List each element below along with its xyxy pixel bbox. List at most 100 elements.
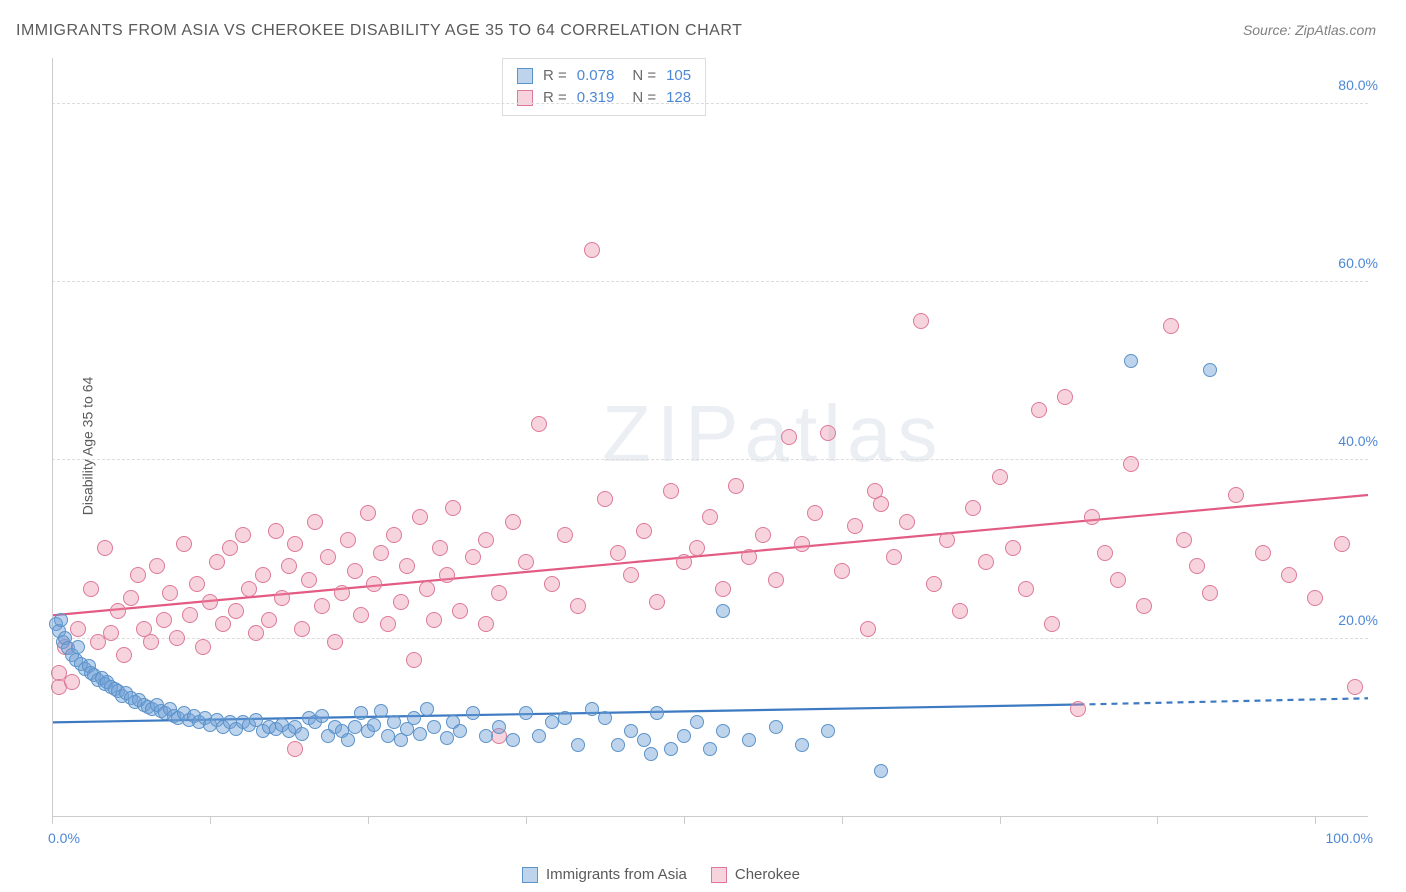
legend-item: Cherokee bbox=[711, 866, 800, 883]
pink-point bbox=[110, 603, 126, 619]
pink-point bbox=[1281, 567, 1297, 583]
x-tick-mark bbox=[210, 816, 211, 824]
pink-point bbox=[702, 509, 718, 525]
stats-legend: R =0.078N =105R =0.319N =128 bbox=[502, 58, 706, 116]
blue-point bbox=[769, 720, 783, 734]
pink-point bbox=[70, 621, 86, 637]
x-tick-mark bbox=[1315, 816, 1316, 824]
pink-point bbox=[412, 509, 428, 525]
pink-point bbox=[399, 558, 415, 574]
gridline bbox=[52, 459, 1368, 460]
pink-point bbox=[965, 500, 981, 516]
pink-point bbox=[847, 518, 863, 534]
x-tick-mark bbox=[842, 816, 843, 824]
source-name: ZipAtlas.com bbox=[1295, 22, 1376, 38]
pink-point bbox=[491, 585, 507, 601]
pink-point bbox=[1176, 532, 1192, 548]
pink-point bbox=[676, 554, 692, 570]
blue-point bbox=[874, 764, 888, 778]
blue-point bbox=[54, 613, 68, 627]
pink-point bbox=[64, 674, 80, 690]
stats-row: R =0.078N =105 bbox=[517, 65, 691, 87]
pink-point bbox=[557, 527, 573, 543]
pink-point bbox=[366, 576, 382, 592]
pink-point bbox=[623, 567, 639, 583]
x-tick-mark bbox=[1000, 816, 1001, 824]
pink-point bbox=[952, 603, 968, 619]
x-tick-mark bbox=[684, 816, 685, 824]
pink-point bbox=[465, 549, 481, 565]
pink-point bbox=[149, 558, 165, 574]
x-tick-label: 0.0% bbox=[48, 830, 80, 846]
pink-point bbox=[1136, 598, 1152, 614]
pink-point bbox=[176, 536, 192, 552]
pink-point bbox=[1018, 581, 1034, 597]
pink-point bbox=[287, 741, 303, 757]
pink-point bbox=[1347, 679, 1363, 695]
pink-point bbox=[1228, 487, 1244, 503]
pink-point bbox=[781, 429, 797, 445]
pink-point bbox=[926, 576, 942, 592]
blue-point bbox=[341, 733, 355, 747]
legend-item: Immigrants from Asia bbox=[522, 866, 687, 883]
pink-point bbox=[584, 242, 600, 258]
y-tick-label: 80.0% bbox=[1318, 77, 1378, 93]
pink-point bbox=[347, 563, 363, 579]
pink-point bbox=[597, 491, 613, 507]
pink-point bbox=[255, 567, 271, 583]
blue-point bbox=[71, 640, 85, 654]
pink-point bbox=[1070, 701, 1086, 717]
blue-point bbox=[519, 706, 533, 720]
blue-point bbox=[506, 733, 520, 747]
pink-point bbox=[143, 634, 159, 650]
blue-point bbox=[1203, 363, 1217, 377]
blue-point bbox=[440, 731, 454, 745]
pink-point bbox=[1202, 585, 1218, 601]
pink-point bbox=[241, 581, 257, 597]
pink-point bbox=[452, 603, 468, 619]
pink-point bbox=[195, 639, 211, 655]
trend-line bbox=[1078, 698, 1368, 704]
pink-point bbox=[281, 558, 297, 574]
blue-point bbox=[374, 704, 388, 718]
blue-point bbox=[315, 709, 329, 723]
chart-title: IMMIGRANTS FROM ASIA VS CHEROKEE DISABIL… bbox=[16, 22, 742, 40]
blue-point bbox=[571, 738, 585, 752]
blue-point bbox=[795, 738, 809, 752]
pink-point bbox=[663, 483, 679, 499]
pink-point bbox=[1163, 318, 1179, 334]
pink-point bbox=[820, 425, 836, 441]
pink-point bbox=[939, 532, 955, 548]
pink-point bbox=[261, 612, 277, 628]
pink-point bbox=[741, 549, 757, 565]
watermark: ZIPatlas bbox=[602, 388, 943, 480]
trend-lines-layer bbox=[52, 58, 1368, 816]
pink-point bbox=[649, 594, 665, 610]
pink-point bbox=[1084, 509, 1100, 525]
pink-point bbox=[834, 563, 850, 579]
pink-point bbox=[1110, 572, 1126, 588]
pink-point bbox=[380, 616, 396, 632]
pink-point bbox=[1044, 616, 1060, 632]
blue-point bbox=[598, 711, 612, 725]
pink-point bbox=[1255, 545, 1271, 561]
x-tick-label: 100.0% bbox=[1313, 830, 1373, 846]
pink-point bbox=[268, 523, 284, 539]
stat-n-value: 105 bbox=[666, 65, 691, 87]
pink-point bbox=[406, 652, 422, 668]
series-legend: Immigrants from Asia Cherokee bbox=[522, 866, 800, 883]
pink-point bbox=[294, 621, 310, 637]
pink-point bbox=[715, 581, 731, 597]
pink-point bbox=[334, 585, 350, 601]
pink-point bbox=[505, 514, 521, 530]
blue-point bbox=[492, 720, 506, 734]
pink-point bbox=[860, 621, 876, 637]
pink-point bbox=[202, 594, 218, 610]
pink-point bbox=[353, 607, 369, 623]
pink-point bbox=[899, 514, 915, 530]
pink-point bbox=[807, 505, 823, 521]
pink-point bbox=[1097, 545, 1113, 561]
pink-point bbox=[478, 532, 494, 548]
pink-point bbox=[97, 540, 113, 556]
pink-point bbox=[432, 540, 448, 556]
